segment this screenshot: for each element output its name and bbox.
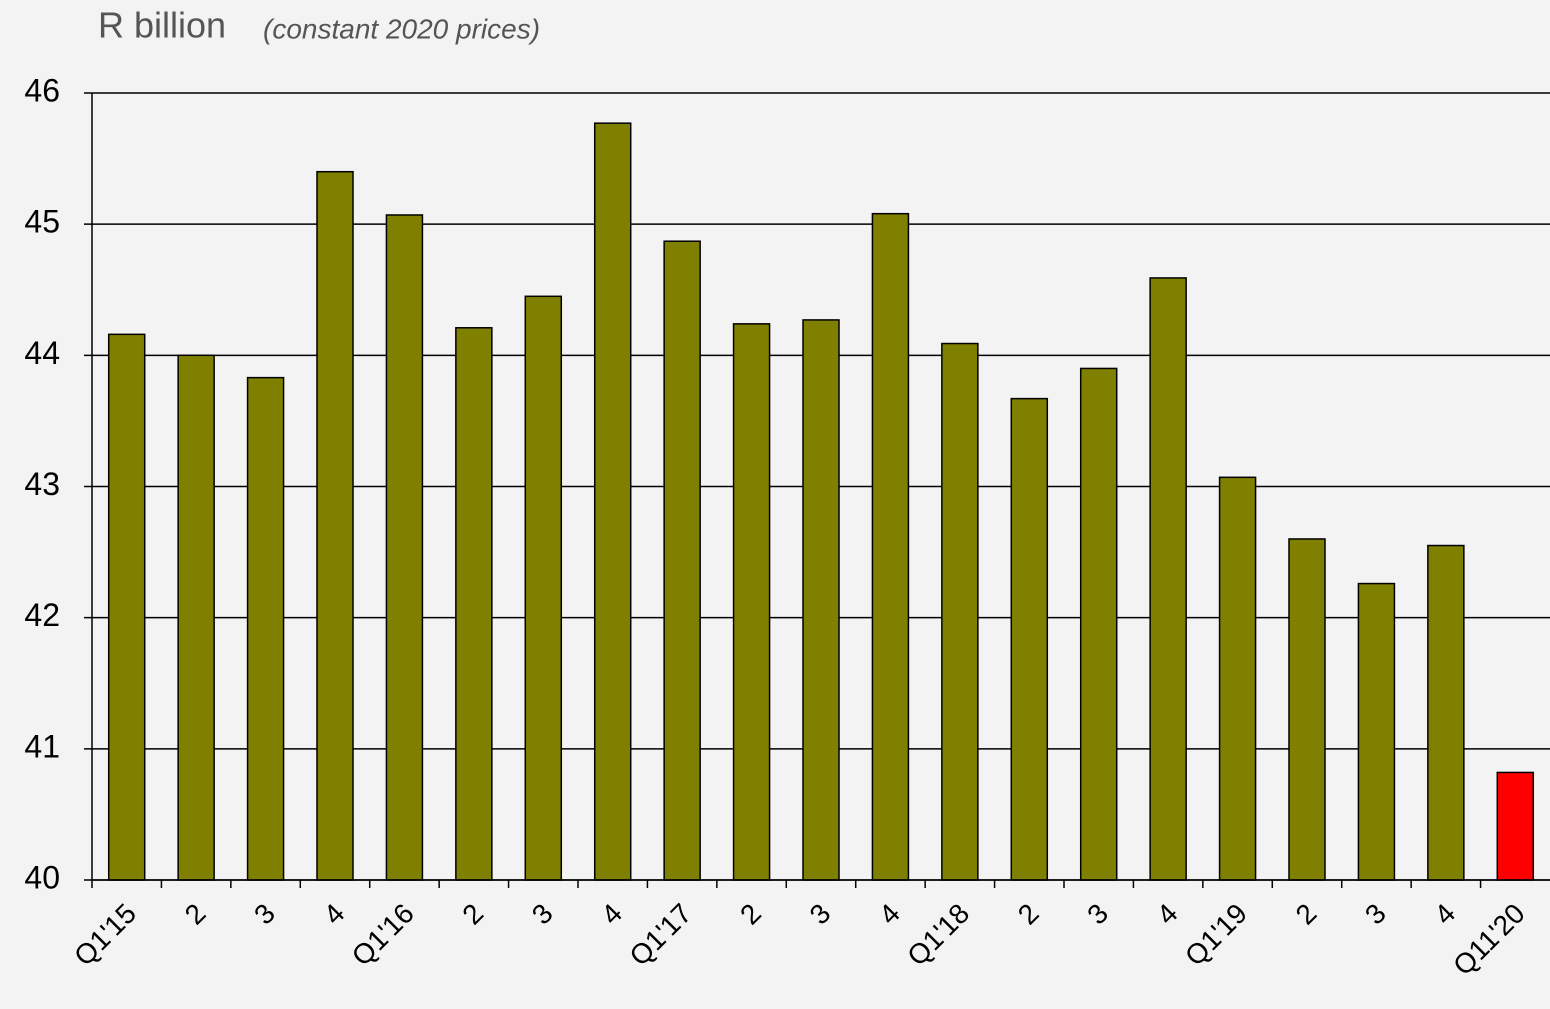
bar bbox=[385, 214, 424, 881]
bar bbox=[107, 333, 146, 881]
bar bbox=[1079, 367, 1118, 881]
bar bbox=[524, 295, 563, 881]
bar bbox=[316, 170, 354, 881]
chart-title: R billion bbox=[98, 5, 226, 46]
bar bbox=[1288, 538, 1326, 881]
bar bbox=[802, 319, 840, 881]
y-tick-label: 42 bbox=[24, 597, 60, 633]
bar bbox=[871, 212, 910, 881]
bar bbox=[663, 240, 701, 881]
chart-subtitle: (constant 2020 prices) bbox=[263, 13, 540, 44]
y-tick-label: 46 bbox=[24, 72, 60, 108]
bar bbox=[732, 323, 771, 881]
y-tick-label: 40 bbox=[24, 859, 60, 895]
y-tick-label: 43 bbox=[24, 466, 60, 502]
bar bbox=[593, 122, 632, 881]
y-tick-label: 45 bbox=[24, 204, 60, 240]
bar bbox=[246, 376, 285, 881]
bar bbox=[1357, 582, 1396, 881]
y-tick-label: 44 bbox=[24, 335, 60, 371]
bar bbox=[177, 354, 215, 881]
bar bbox=[1427, 544, 1465, 881]
bar bbox=[941, 342, 979, 881]
bar bbox=[455, 327, 493, 881]
y-tick-label: 41 bbox=[24, 728, 60, 764]
bar bbox=[1496, 771, 1535, 881]
bar bbox=[1218, 476, 1257, 881]
bar bbox=[1010, 397, 1049, 881]
bar bbox=[1149, 277, 1187, 881]
